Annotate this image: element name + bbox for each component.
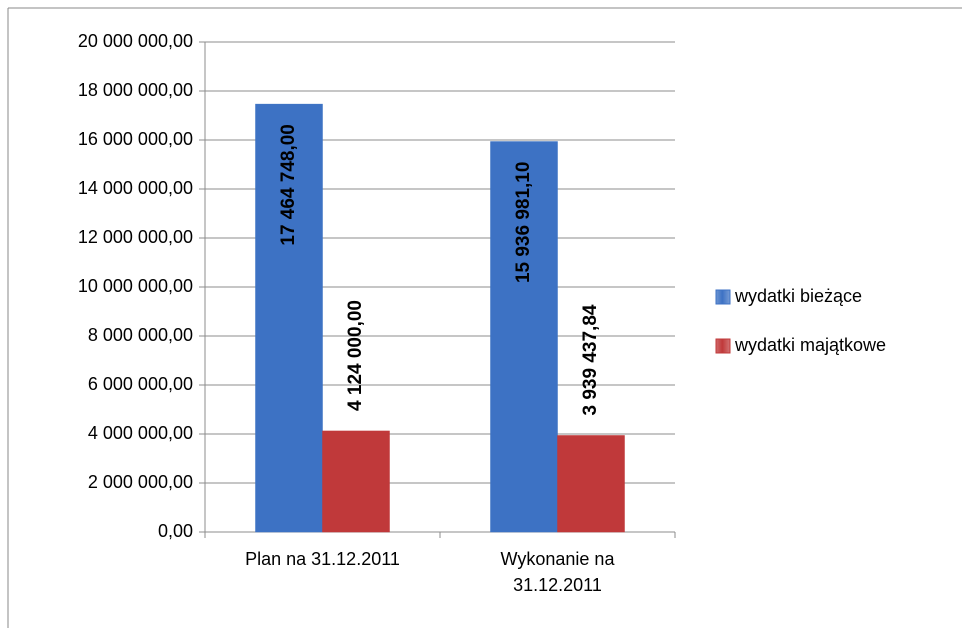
x-tick-label: Wykonanie na 31.12.2011 xyxy=(500,549,615,595)
bar xyxy=(255,103,323,533)
data-label: 3 939 437,84 xyxy=(580,304,601,415)
y-tick-label: 6 000 000,00 xyxy=(88,374,193,394)
y-tick-label: 14 000 000,00 xyxy=(78,178,193,198)
legend-swatch xyxy=(715,289,731,305)
legend-label: wydatki bieżące xyxy=(734,286,862,306)
legend-swatch xyxy=(715,338,731,354)
legend-label: wydatki majątkowe xyxy=(734,335,886,355)
y-tick-label: 20 000 000,00 xyxy=(78,31,193,51)
y-tick-label: 8 000 000,00 xyxy=(88,325,193,345)
y-tick-label: 18 000 000,00 xyxy=(78,80,193,100)
bar xyxy=(322,430,390,533)
y-tick-label: 10 000 000,00 xyxy=(78,276,193,296)
y-tick-label: 4 000 000,00 xyxy=(88,423,193,443)
y-tick-label: 16 000 000,00 xyxy=(78,129,193,149)
y-tick-label: 0,00 xyxy=(158,521,193,541)
data-label: 4 124 000,00 xyxy=(345,300,366,411)
y-tick-label: 12 000 000,00 xyxy=(78,227,193,247)
bar xyxy=(557,435,625,533)
y-tick-label: 2 000 000,00 xyxy=(88,472,193,492)
x-tick-label: Plan na 31.12.2011 xyxy=(245,549,400,569)
bar xyxy=(490,141,558,533)
data-label: 15 936 981,10 xyxy=(513,162,534,284)
data-label: 17 464 748,00 xyxy=(278,124,299,246)
